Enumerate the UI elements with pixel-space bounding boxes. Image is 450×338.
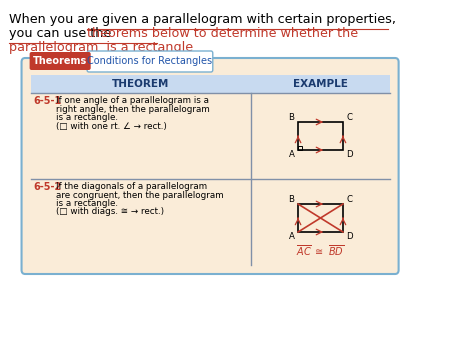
Text: $\overline{AC}$ $\cong$ $\overline{BD}$: $\overline{AC}$ $\cong$ $\overline{BD}$ bbox=[297, 243, 345, 258]
Text: C: C bbox=[346, 195, 352, 204]
Text: parallelogram  is a rectangle: parallelogram is a rectangle bbox=[9, 41, 193, 54]
FancyBboxPatch shape bbox=[22, 58, 399, 274]
Text: When you are given a parallelogram with certain properties,: When you are given a parallelogram with … bbox=[9, 13, 396, 26]
Text: (□ with diags. ≅ → rect.): (□ with diags. ≅ → rect.) bbox=[56, 208, 164, 217]
Text: C: C bbox=[346, 113, 352, 122]
Text: B: B bbox=[288, 113, 294, 122]
Text: .: . bbox=[157, 41, 161, 54]
Text: Conditions for Rectangles: Conditions for Rectangles bbox=[87, 56, 212, 66]
Text: theorems below to determine whether the: theorems below to determine whether the bbox=[87, 27, 358, 40]
Text: A: A bbox=[288, 232, 294, 241]
Text: B: B bbox=[288, 195, 294, 204]
Text: 6-5-2: 6-5-2 bbox=[33, 182, 62, 192]
Text: EXAMPLE: EXAMPLE bbox=[293, 79, 348, 89]
Text: are congruent, then the parallelogram: are congruent, then the parallelogram bbox=[56, 191, 223, 199]
Text: is a rectangle.: is a rectangle. bbox=[56, 199, 117, 208]
FancyBboxPatch shape bbox=[87, 51, 213, 72]
Text: Theorems: Theorems bbox=[33, 56, 87, 66]
Text: If the diagonals of a parallelogram: If the diagonals of a parallelogram bbox=[56, 182, 207, 191]
FancyBboxPatch shape bbox=[31, 75, 390, 93]
Text: A: A bbox=[288, 150, 294, 159]
Text: right angle, then the parallelogram: right angle, then the parallelogram bbox=[56, 104, 209, 114]
Text: D: D bbox=[346, 150, 353, 159]
Text: (□ with one rt. ∠ → rect.): (□ with one rt. ∠ → rect.) bbox=[56, 121, 166, 130]
Text: 6-5-1: 6-5-1 bbox=[33, 96, 62, 106]
Text: THEOREM: THEOREM bbox=[112, 79, 170, 89]
Text: is a rectangle.: is a rectangle. bbox=[56, 113, 117, 122]
Text: you can use the: you can use the bbox=[9, 27, 115, 40]
FancyBboxPatch shape bbox=[30, 52, 91, 70]
Text: D: D bbox=[346, 232, 353, 241]
Text: If one angle of a parallelogram is a: If one angle of a parallelogram is a bbox=[56, 96, 209, 105]
